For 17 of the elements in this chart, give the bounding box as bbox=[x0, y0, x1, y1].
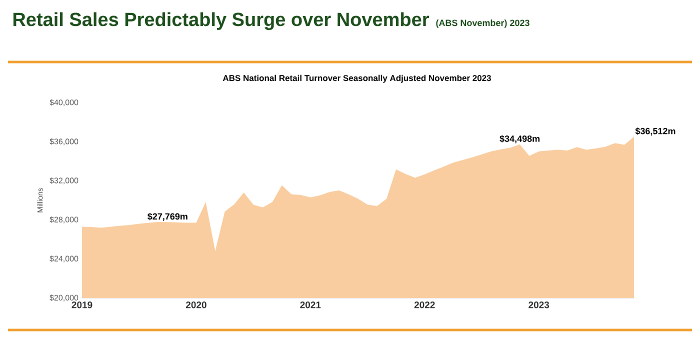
x-tick-label: 2021 bbox=[300, 302, 321, 308]
x-tick-label: 2023 bbox=[528, 302, 550, 308]
y-tick-label: $32,000 bbox=[50, 177, 78, 184]
x-tick-label: 2020 bbox=[186, 302, 206, 308]
chart-title: Retail Sales Predictably Surge over November bbox=[13, 12, 430, 30]
chart-subtitle: ABS National Retail Turnover Seasonally Adjusted November 2023 bbox=[222, 74, 491, 83]
y-tick-label: $20,000 bbox=[50, 294, 78, 302]
y-tick-label: $36,000 bbox=[50, 138, 78, 146]
y-tick-label: $24,000 bbox=[50, 255, 78, 262]
y-tick-label: $40,000 bbox=[50, 99, 78, 106]
annotation: $27,769m bbox=[148, 212, 188, 221]
x-tick-label: 2022 bbox=[414, 302, 435, 308]
text: (ABS November) 2023 bbox=[436, 19, 530, 28]
annotation: $34,498m bbox=[500, 135, 540, 144]
x-tick-label: 2019 bbox=[72, 302, 92, 308]
annotation: $36,512m bbox=[635, 127, 676, 136]
y-tick-label: $28,000 bbox=[50, 216, 78, 224]
